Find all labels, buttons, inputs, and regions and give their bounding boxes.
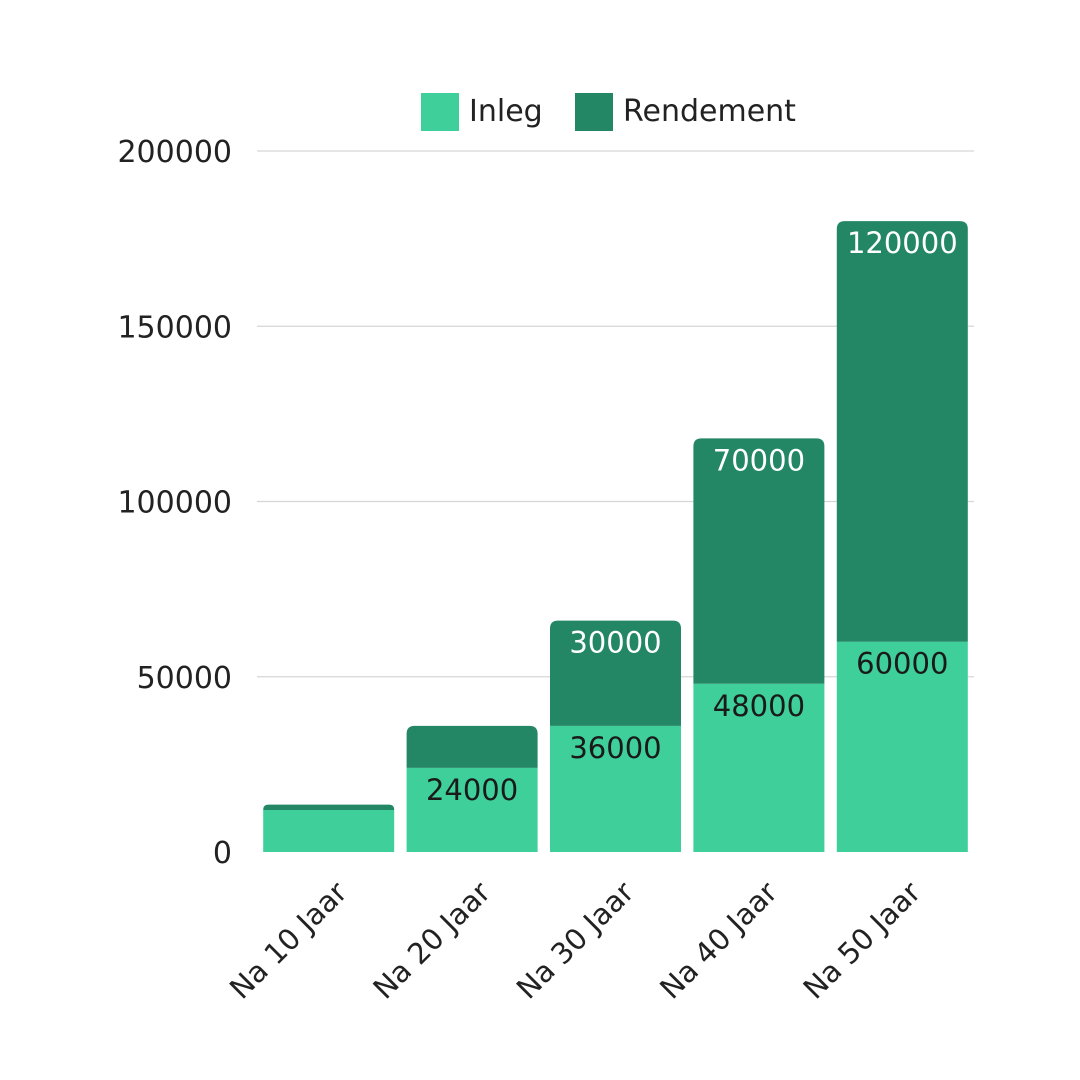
legend-swatch-inleg bbox=[421, 93, 459, 131]
x-tick-label: Na 40 Jaar bbox=[653, 875, 784, 1006]
legend-swatch-rendement bbox=[575, 93, 613, 131]
data-label-inleg-2: 24000 bbox=[426, 773, 518, 807]
y-tick-label: 0 bbox=[213, 836, 232, 871]
legend-label-rendement: Rendement bbox=[623, 94, 796, 129]
legend-label-inleg: Inleg bbox=[469, 94, 543, 129]
bar-rendement-5 bbox=[836, 221, 968, 642]
data-label-rendement-3: 30000 bbox=[569, 626, 661, 660]
bar-inleg-5 bbox=[836, 641, 968, 852]
y-axis-ticks: 0 50000 100000 150000 200000 bbox=[117, 135, 232, 871]
data-label-inleg-3: 36000 bbox=[569, 731, 661, 765]
x-tick-label: Na 20 Jaar bbox=[366, 875, 497, 1006]
bar-rendement-1 bbox=[263, 804, 395, 810]
bar-inleg-1 bbox=[263, 809, 395, 852]
data-label-rendement-5: 120000 bbox=[847, 226, 958, 260]
data-label-inleg-4: 48000 bbox=[713, 689, 805, 723]
data-label-rendement-4: 70000 bbox=[713, 443, 805, 477]
bars: 24000 36000 30000 48000 70000 60000 120000 bbox=[263, 221, 968, 852]
bar-rendement-2 bbox=[406, 725, 538, 768]
y-tick-label: 100000 bbox=[117, 486, 232, 521]
y-tick-label: 50000 bbox=[137, 661, 232, 696]
data-label-inleg-5: 60000 bbox=[856, 647, 948, 681]
x-axis-ticks: Na 10 Jaar Na 20 Jaar Na 30 Jaar Na 40 Jaar… bbox=[223, 875, 927, 1006]
x-tick-label: Na 50 Jaar bbox=[797, 875, 928, 1006]
bar-rendement-4 bbox=[693, 438, 825, 684]
y-tick-label: 200000 bbox=[117, 135, 232, 170]
bar-rendement-3 bbox=[550, 620, 681, 726]
x-tick-label: Na 10 Jaar bbox=[223, 875, 354, 1006]
legend: Inleg Rendement bbox=[421, 93, 796, 131]
y-tick-label: 150000 bbox=[117, 310, 232, 345]
bar-inleg-2 bbox=[406, 767, 538, 852]
x-tick-label: Na 30 Jaar bbox=[510, 875, 641, 1006]
bar-inleg-3 bbox=[550, 725, 681, 852]
bar-inleg-4 bbox=[693, 683, 825, 852]
